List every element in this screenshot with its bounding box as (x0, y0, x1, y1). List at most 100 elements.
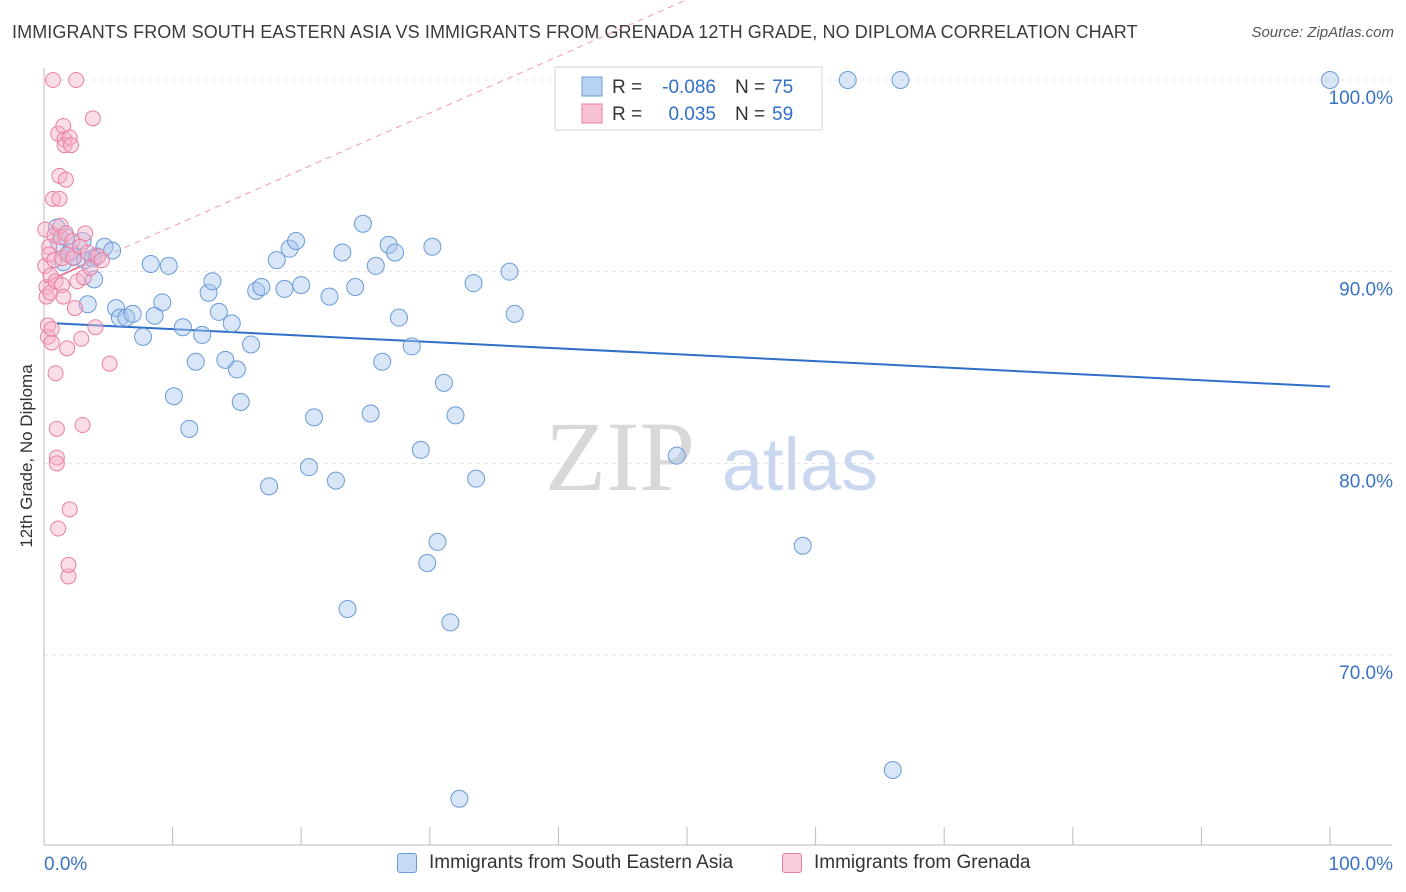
point-south-eastern-asia-28 (199, 283, 218, 302)
point-south-eastern-asia-40 (275, 279, 294, 298)
legend-label-south-eastern-asia: Immigrants from South Eastern Asia (429, 852, 734, 873)
legend-n-value-2: 59 (772, 104, 793, 125)
y-tick-labels: 70.0% 80.0% 90.0% 100.0% (1329, 88, 1394, 684)
point-grenada-48 (73, 330, 90, 347)
legend-n-value-1: 75 (772, 77, 793, 98)
point-south-eastern-asia-52 (361, 404, 380, 423)
correlation-legend: R = -0.086 N = 75 R = 0.035 N = 59 (554, 66, 823, 131)
point-grenada-33 (57, 171, 74, 188)
point-grenada-29 (55, 288, 72, 305)
point-south-eastern-asia-37 (252, 278, 271, 296)
point-south-eastern-asia-72 (793, 536, 812, 555)
point-grenada-39 (61, 501, 78, 518)
point-grenada-21 (50, 520, 67, 537)
point-south-eastern-asia-13 (103, 241, 122, 260)
legend-swatch-blue-bottom (397, 853, 417, 873)
point-south-eastern-asia-71 (667, 446, 686, 465)
point-south-eastern-asia-29 (203, 272, 222, 291)
point-south-eastern-asia-41 (280, 239, 299, 258)
point-south-eastern-asia-18 (134, 327, 153, 346)
legend-r-label-1: R = (612, 77, 642, 98)
point-south-eastern-asia-23 (164, 387, 183, 406)
point-grenada-25 (52, 217, 69, 234)
point-south-eastern-asia-26 (186, 352, 205, 371)
point-south-eastern-asia-65 (446, 406, 465, 425)
point-south-eastern-asia-64 (441, 613, 460, 632)
point-south-eastern-asia-47 (326, 471, 345, 490)
gridlines (44, 79, 1392, 656)
point-grenada-38 (60, 556, 77, 573)
point-south-eastern-asia-24 (173, 318, 192, 337)
point-south-eastern-asia-63 (434, 373, 453, 392)
point-grenada-36 (59, 340, 76, 357)
point-south-eastern-asia-38 (260, 477, 279, 496)
point-grenada-51 (77, 225, 94, 242)
axes (43, 68, 1392, 846)
point-south-eastern-asia-54 (373, 352, 392, 371)
legend-n-label-1: N = (735, 77, 765, 98)
data-points (37, 71, 1339, 808)
point-grenada-28 (54, 277, 71, 294)
point-grenada-49 (74, 417, 91, 433)
point-south-eastern-asia-69 (500, 262, 519, 281)
watermark: ZIP atlas (545, 401, 878, 512)
point-south-eastern-asia-66 (450, 789, 469, 808)
legend-swatch-blue (581, 76, 603, 97)
point-grenada-44 (66, 300, 83, 317)
point-south-eastern-asia-44 (299, 458, 318, 477)
point-south-eastern-asia-42 (287, 232, 306, 250)
y-tick-label-1: 80.0% (1339, 471, 1393, 492)
legend-swatch-pink-bottom (782, 853, 802, 873)
y-tick-label-0: 70.0% (1339, 663, 1393, 684)
point-south-eastern-asia-25 (180, 419, 199, 438)
point-south-eastern-asia-58 (402, 337, 421, 356)
point-south-eastern-asia-61 (423, 237, 442, 256)
legend-r-value-2: 0.035 (668, 104, 716, 125)
point-grenada-45 (68, 72, 85, 88)
point-south-eastern-asia-59 (411, 440, 430, 459)
point-grenada-17 (47, 365, 64, 382)
point-south-eastern-asia-20 (145, 306, 164, 325)
point-south-eastern-asia-31 (216, 350, 235, 369)
trend-line-south-eastern-asia (56, 322, 1331, 388)
x-tick-label-1: 100.0% (1329, 854, 1394, 875)
legend-r-label-2: R = (612, 104, 642, 125)
series-legend: Immigrants from South Eastern Asia Immig… (0, 852, 1406, 878)
point-grenada-52 (79, 244, 96, 261)
x-tick-labels: 0.0% 100.0% (44, 854, 1393, 875)
point-grenada-57 (93, 252, 110, 269)
point-south-eastern-asia-22 (159, 256, 178, 275)
point-south-eastern-asia-55 (379, 235, 398, 254)
legend-label-grenada: Immigrants from Grenada (814, 852, 1031, 873)
point-grenada-41 (63, 137, 80, 154)
point-south-eastern-asia-19 (141, 255, 160, 273)
point-south-eastern-asia-68 (467, 469, 486, 488)
point-south-eastern-asia-45 (305, 408, 324, 427)
point-grenada-12 (45, 72, 62, 88)
chart-title: IMMIGRANTS FROM SOUTH EASTERN ASIA VS IM… (12, 22, 1138, 42)
point-south-eastern-asia-51 (353, 214, 372, 233)
point-south-eastern-asia-21 (153, 293, 172, 312)
point-south-eastern-asia-53 (366, 256, 385, 275)
point-south-eastern-asia-17 (123, 304, 142, 323)
x-tick-label-0: 0.0% (44, 854, 87, 875)
legend-n-label-2: N = (735, 104, 765, 125)
point-south-eastern-asia-74 (883, 761, 902, 779)
trend-line-grenada-dashed (43, 0, 688, 284)
point-grenada-54 (84, 110, 101, 127)
legend-item-grenada[interactable]: Immigrants from Grenada (782, 852, 1030, 874)
point-grenada-10 (43, 321, 60, 338)
point-south-eastern-asia-49 (338, 600, 357, 618)
point-south-eastern-asia-39 (267, 251, 286, 270)
point-south-eastern-asia-76 (1321, 71, 1339, 89)
point-grenada-19 (48, 449, 65, 466)
point-south-eastern-asia-46 (320, 287, 339, 306)
point-grenada-20 (48, 455, 65, 472)
point-south-eastern-asia-73 (838, 71, 857, 89)
point-south-eastern-asia-60 (418, 554, 437, 572)
point-grenada-24 (51, 190, 68, 207)
point-south-eastern-asia-75 (891, 71, 910, 89)
y-tick-label-2: 90.0% (1339, 280, 1393, 301)
legend-item-south-eastern-asia[interactable]: Immigrants from South Eastern Asia (397, 852, 733, 874)
